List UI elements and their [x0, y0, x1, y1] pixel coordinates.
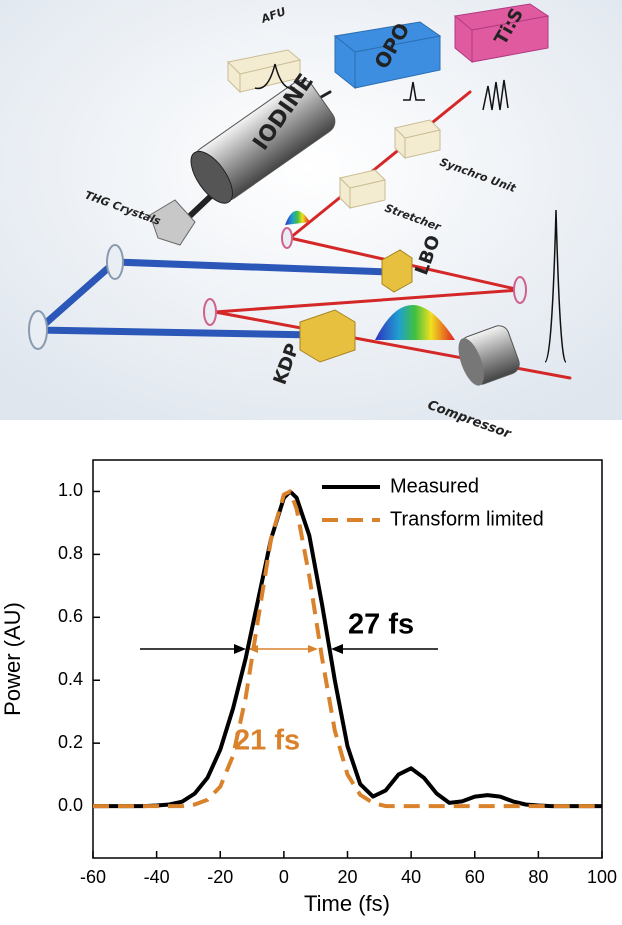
x-tick-label: -40 [144, 867, 170, 887]
x-tick-label: 0 [279, 867, 289, 887]
kdp-crystal [299, 309, 356, 363]
x-tick-label: 20 [337, 867, 357, 887]
x-tick-label: 100 [587, 867, 617, 887]
setup-diagram: AFU OPO Ti:S IODINE Synchro Unit Stretch… [0, 0, 622, 442]
spectrum [375, 305, 455, 340]
tis-box [453, 3, 550, 64]
y-tick-label: 0.0 [58, 795, 83, 815]
x-tick-label: 60 [465, 867, 485, 887]
stretcher-box [339, 169, 386, 210]
y-tick-label: 0.8 [58, 543, 83, 563]
annotation: 21 fs [234, 725, 300, 757]
y-tick-label: 0.2 [58, 732, 83, 752]
x-axis-label: Time (fs) [304, 891, 390, 916]
synchro-box [394, 119, 441, 160]
x-tick-label: 80 [528, 867, 548, 887]
data-line [93, 489, 602, 809]
lbo-crystal [381, 249, 413, 293]
y-tick-label: 1.0 [58, 480, 83, 500]
pulse-sketches [254, 63, 567, 363]
fwhm-arrows [140, 644, 438, 654]
legend-label: Measured [390, 475, 479, 497]
pulse-chart: Time (fs) Power (AU) 27 fs 21 fs -60 -40 -… [0, 459, 617, 916]
thg-crystals [149, 199, 196, 246]
legend-label: Transform limited [390, 508, 544, 530]
y-axis-label: Power (AU) [0, 602, 25, 716]
mirrors [28, 227, 527, 350]
iodine-cell [190, 79, 336, 204]
x-tick-label: 40 [401, 867, 421, 887]
x-tick-label: -20 [207, 867, 233, 887]
x-tick-label: -60 [80, 867, 106, 887]
data-line [93, 489, 602, 809]
y-tick-label: 0.4 [58, 669, 83, 689]
compressor [458, 325, 520, 386]
annotation: 27 fs [348, 609, 414, 641]
y-tick-label: 0.6 [58, 606, 83, 626]
chirped-spectrum [285, 210, 310, 225]
opo-box [333, 21, 442, 90]
